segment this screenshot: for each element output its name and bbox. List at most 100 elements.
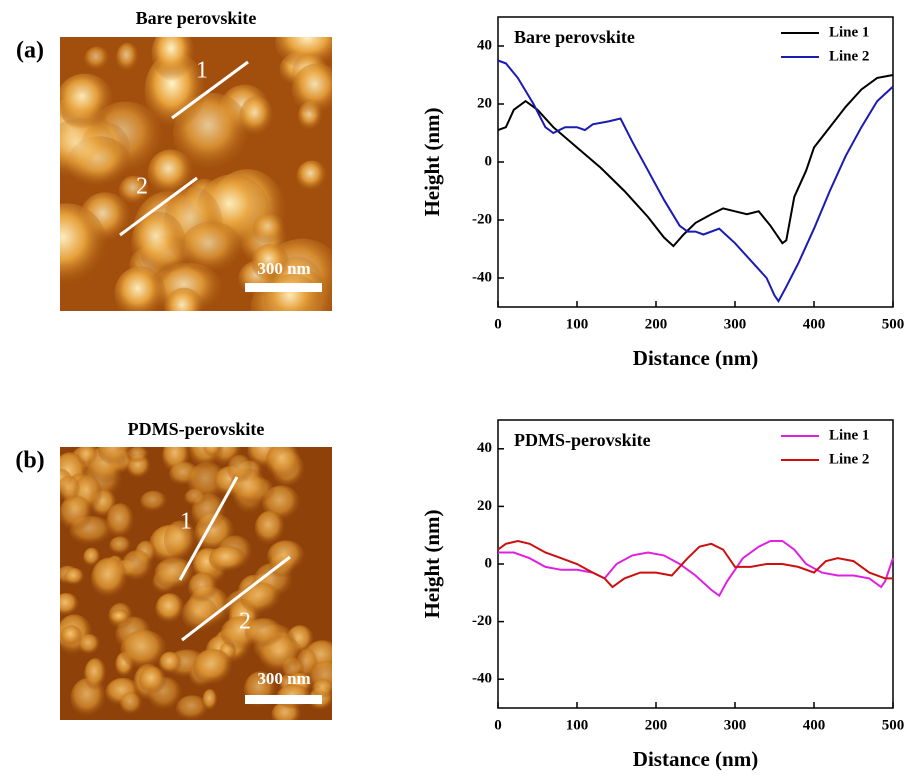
- grain: [176, 695, 209, 720]
- data-line: [497, 74, 894, 248]
- x-tick-label: 300: [724, 316, 747, 332]
- grain: [291, 63, 332, 116]
- y-tick-label: -20: [472, 613, 492, 629]
- grain: [84, 658, 107, 691]
- grain: [60, 475, 81, 503]
- grain: [192, 648, 233, 687]
- y-tick-label: 20: [477, 498, 492, 514]
- grain: [208, 545, 247, 573]
- line-label: 1: [180, 509, 192, 535]
- grain: [240, 582, 281, 615]
- grain: [147, 149, 194, 197]
- grain: [76, 447, 98, 466]
- grain: [296, 160, 327, 193]
- grain: [158, 651, 182, 675]
- legend-label: Line 2: [829, 48, 869, 64]
- y-tick-label: 40: [477, 37, 492, 53]
- x-tick-label: 200: [645, 316, 668, 332]
- y-tick-label: 0: [485, 153, 493, 169]
- panel-label: (b): [15, 448, 44, 474]
- x-axis-title: Distance (nm): [633, 346, 758, 370]
- y-axis-title: Height (nm): [420, 107, 444, 216]
- grain: [60, 73, 114, 129]
- grain: [91, 557, 128, 600]
- y-tick-label: -20: [472, 211, 492, 227]
- grain: [181, 596, 219, 633]
- line-label: 1: [196, 58, 208, 84]
- grain: [188, 572, 218, 603]
- grain: [83, 547, 101, 567]
- image-title: Bare perovskite: [136, 8, 257, 28]
- grain: [60, 118, 118, 183]
- x-tick-label: 0: [494, 717, 502, 733]
- grain: [154, 557, 195, 590]
- grain: [114, 266, 166, 311]
- afm-grains: [60, 37, 332, 311]
- grain: [106, 503, 135, 540]
- profile-line: [178, 476, 239, 581]
- x-tick-label: 200: [645, 717, 668, 733]
- profile-line: [181, 555, 291, 642]
- grain: [264, 273, 321, 311]
- chart-title: PDMS-perovskite: [514, 430, 651, 450]
- grain: [179, 221, 244, 276]
- grain: [64, 568, 85, 586]
- grain: [252, 213, 286, 245]
- x-tick-label: 400: [803, 316, 826, 332]
- x-tick-label: 0: [494, 316, 502, 332]
- x-tick-label: 100: [566, 316, 589, 332]
- grain: [155, 593, 185, 624]
- grain: [60, 203, 108, 289]
- grain: [254, 510, 285, 546]
- grain: [131, 211, 186, 274]
- grain: [97, 447, 133, 466]
- image-title: PDMS-perovskite: [128, 419, 265, 439]
- grain: [116, 42, 139, 73]
- scale-bar-label: 300 nm: [257, 259, 310, 278]
- grain: [265, 447, 301, 480]
- data-line: [497, 539, 893, 589]
- profile-line: [171, 60, 249, 120]
- grain: [163, 520, 197, 560]
- x-axis-title: Distance (nm): [633, 747, 758, 771]
- scale-bar-label: 300 nm: [257, 669, 310, 688]
- y-tick-label: -40: [472, 269, 492, 285]
- y-axis-title: Height (nm): [420, 509, 444, 618]
- grain: [78, 634, 101, 656]
- grain: [164, 287, 204, 311]
- legend-label: Line 2: [829, 451, 869, 467]
- line-label: 2: [136, 174, 148, 200]
- grain: [60, 592, 79, 617]
- data-line: [497, 59, 894, 304]
- grain: [251, 243, 289, 282]
- grain: [60, 495, 93, 532]
- grain: [184, 488, 207, 507]
- grain: [60, 625, 83, 647]
- scale-bar: [245, 695, 322, 704]
- y-tick-label: -40: [472, 671, 492, 687]
- afm-grains: [60, 447, 332, 720]
- grain: [151, 37, 195, 82]
- grain: [118, 175, 150, 206]
- data-line: [498, 540, 894, 598]
- x-tick-label: 500: [882, 316, 905, 332]
- y-tick-label: 20: [477, 95, 492, 111]
- legend-label: Line 1: [829, 427, 869, 443]
- y-tick-label: 40: [477, 440, 492, 456]
- grain: [140, 490, 168, 513]
- grain: [267, 540, 306, 573]
- grain: [312, 679, 332, 699]
- chart-title: Bare perovskite: [514, 27, 635, 47]
- legend-label: Line 1: [829, 24, 869, 40]
- profile-line: [119, 176, 198, 237]
- y-tick-label: 0: [485, 555, 493, 571]
- grain: [203, 447, 222, 457]
- grain: [109, 536, 132, 555]
- scale-bar: [245, 283, 322, 292]
- grain: [244, 618, 284, 648]
- x-tick-label: 500: [882, 717, 905, 733]
- grain: [138, 666, 167, 695]
- line-label: 2: [239, 609, 251, 635]
- grain: [227, 454, 253, 484]
